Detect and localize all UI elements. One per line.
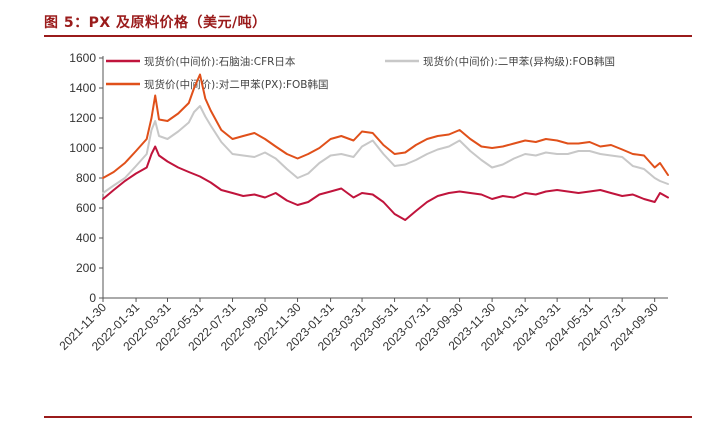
y-tick-label: 1000 xyxy=(69,141,96,155)
y-tick-label: 200 xyxy=(76,261,96,275)
mx-line xyxy=(102,105,669,194)
figure-title: 图 5：PX 及原料价格（美元/吨） xyxy=(44,15,267,31)
y-tick-label: 1200 xyxy=(69,111,96,125)
title-rule xyxy=(44,35,692,37)
y-tick-label: 400 xyxy=(76,231,96,245)
y-tick-label: 0 xyxy=(89,291,96,305)
px-line xyxy=(102,73,669,179)
y-tick-label: 800 xyxy=(76,171,96,185)
legend-label-px: 现货价(中间价):对二甲苯(PX):FOB韩国 xyxy=(144,78,329,91)
y-tick-label: 600 xyxy=(76,201,96,215)
footer-rule xyxy=(44,416,692,418)
legend: 现货价(中间价):石脑油:CFR日本 现货价(中间价):二甲苯(异构级):FOB… xyxy=(106,55,615,91)
legend-label-naphtha: 现货价(中间价):石脑油:CFR日本 xyxy=(144,55,296,68)
y-tick-label: 1600 xyxy=(69,51,96,65)
y-tick-label: 1400 xyxy=(69,81,96,95)
legend-label-mx: 现货价(中间价):二甲苯(异构级):FOB韩国 xyxy=(423,55,615,68)
naphtha-line xyxy=(102,145,669,221)
